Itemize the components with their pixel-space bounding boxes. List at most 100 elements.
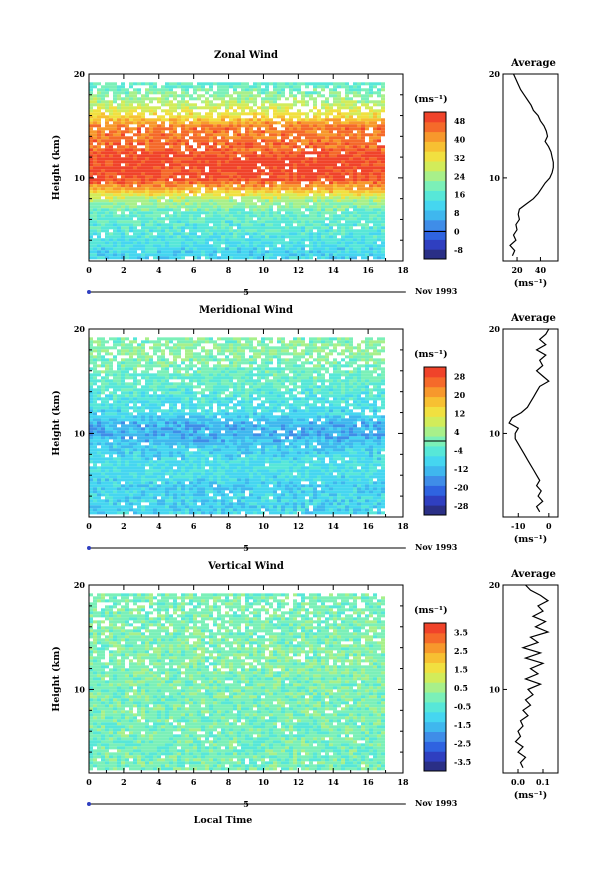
heatmap-cell [265, 226, 269, 230]
heatmap-cell [121, 106, 125, 110]
heatmap-cell [129, 121, 133, 125]
heatmap-cell [229, 235, 233, 239]
heatmap-cell [93, 112, 97, 116]
heatmap-cell [269, 166, 273, 170]
heatmap-cell [217, 94, 221, 98]
heatmap-cell [105, 238, 109, 242]
heatmap-cell [289, 124, 293, 128]
heatmap-cell [177, 193, 181, 197]
heatmap-cell [317, 247, 321, 251]
heatmap-cell [333, 211, 337, 215]
heatmap-cell [317, 367, 321, 371]
heatmap-cell [165, 226, 169, 230]
heatmap-cell [373, 151, 377, 155]
heatmap-cell [173, 238, 177, 242]
heatmap-cell [309, 352, 313, 356]
heatmap-cell [149, 154, 153, 158]
heatmap-cell [133, 352, 137, 356]
heatmap-cell [381, 235, 385, 239]
heatmap-cell [221, 154, 225, 158]
heatmap-cell [213, 340, 217, 344]
heatmap-cell [117, 196, 121, 200]
heatmap-cell [161, 187, 165, 191]
heatmap-cell [325, 172, 329, 176]
heatmap-cell [185, 238, 189, 242]
heatmap-cell [221, 85, 225, 89]
heatmap-cell [357, 379, 361, 383]
heatmap-cell [101, 337, 105, 341]
heatmap-cell [241, 361, 245, 365]
heatmap-cell [101, 139, 105, 143]
heatmap-cell [97, 370, 101, 374]
heatmap-cell [261, 376, 265, 380]
heatmap-cell [353, 361, 357, 365]
heatmap-cell [321, 355, 325, 359]
heatmap-cell [165, 376, 169, 380]
heatmap-cell [209, 103, 213, 107]
heatmap-cell [125, 373, 129, 377]
heatmap-cell [229, 244, 233, 248]
heatmap-cell [253, 124, 257, 128]
heatmap-cell [317, 121, 321, 125]
heatmap-cell [349, 256, 353, 260]
heatmap-cell [201, 238, 205, 242]
heatmap-cell [321, 226, 325, 230]
heatmap-cell [101, 364, 105, 368]
heatmap-cell [301, 190, 305, 194]
heatmap-cell [153, 217, 157, 221]
heatmap-cell [225, 373, 229, 377]
heatmap-cell [381, 250, 385, 254]
heatmap-cell [309, 367, 313, 371]
heatmap-cell [177, 229, 181, 233]
heatmap-cell [217, 217, 221, 221]
heatmap-cell [137, 160, 141, 164]
heatmap-cell [333, 139, 337, 143]
heatmap-cell [349, 106, 353, 110]
heatmap-cell [237, 379, 241, 383]
heatmap-cell [241, 202, 245, 206]
heatmap-cell [257, 166, 261, 170]
heatmap-cell [353, 211, 357, 215]
heatmap-cell [209, 112, 213, 116]
heatmap-cell [293, 343, 297, 347]
heatmap-cell [285, 208, 289, 212]
heatmap-cell [205, 82, 209, 86]
heatmap-cell [313, 97, 317, 101]
heatmap-cell [161, 124, 165, 128]
heatmap-cell [349, 115, 353, 119]
heatmap-cell [205, 247, 209, 251]
heatmap-cell [193, 169, 197, 173]
heatmap-cell [269, 346, 273, 350]
heatmap-cell [245, 223, 249, 227]
heatmap-cell [181, 91, 185, 95]
heatmap-cell [293, 124, 297, 128]
heatmap-cell [313, 85, 317, 89]
heatmap-cell [237, 202, 241, 206]
heatmap-cell [205, 241, 209, 245]
heatmap-cell [381, 151, 385, 155]
heatmap-cell [349, 136, 353, 140]
heatmap-cell [217, 229, 221, 233]
heatmap-cell [373, 127, 377, 131]
heatmap-cell [105, 85, 109, 89]
heatmap-cell [133, 214, 137, 218]
heatmap-cell [341, 190, 345, 194]
heatmap-cell [297, 157, 301, 161]
heatmap-cell [293, 97, 297, 101]
heatmap-cell [189, 235, 193, 239]
heatmap-cell [365, 256, 369, 260]
heatmap-cell [333, 376, 337, 380]
heatmap-cell [201, 379, 205, 383]
heatmap-cell [269, 145, 273, 149]
heatmap-cell [349, 145, 353, 149]
heatmap-cell [289, 148, 293, 152]
heatmap-cell [181, 367, 185, 371]
heatmap-cell [105, 346, 109, 350]
heatmap-cell [309, 253, 313, 257]
heatmap-cell [229, 247, 233, 251]
heatmap-cell [249, 232, 253, 236]
heatmap-cell [141, 247, 145, 251]
heatmap-cell [377, 211, 381, 215]
heatmap-cell [197, 160, 201, 164]
heatmap-cell [309, 166, 313, 170]
